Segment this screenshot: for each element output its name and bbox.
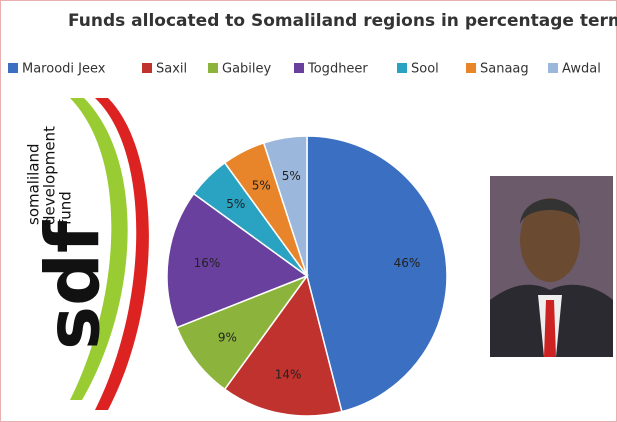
legend-label: Saxil: [156, 62, 187, 77]
legend-label: Sool: [411, 62, 439, 77]
legend-label: Awdal: [562, 62, 601, 77]
legend-label: Maroodi Jeex: [22, 62, 106, 77]
value-label: 14%: [275, 368, 302, 382]
legend-label: Gabiley: [222, 62, 272, 77]
logo-swoosh: [70, 98, 128, 400]
legend-swatch: [466, 63, 476, 73]
logo-name: fund: [57, 191, 75, 225]
legend-swatch: [208, 63, 218, 73]
photo-tie: [544, 300, 556, 357]
legend-swatch: [8, 63, 18, 73]
value-label: 9%: [218, 330, 237, 344]
pie-slice: [262, 135, 308, 277]
pie-slice: [306, 135, 448, 413]
pie-slice: [175, 274, 310, 391]
value-label: 5%: [226, 197, 245, 211]
legend-swatch: [548, 63, 558, 73]
photo-face: [520, 198, 580, 282]
value-label: 5%: [282, 169, 301, 183]
value-label: 5%: [252, 179, 271, 193]
legend-swatch: [397, 63, 407, 73]
pie-slice: [223, 274, 343, 417]
logo-name: development: [41, 126, 59, 225]
legend-label: Togdheer: [307, 62, 368, 77]
logo-name: somaliland: [25, 143, 43, 225]
chart-title: Funds allocated to Somaliland regions in…: [68, 11, 617, 31]
value-label: 46%: [394, 256, 421, 270]
photo: [490, 176, 613, 357]
photo-hair: [520, 198, 580, 225]
legend-swatch: [294, 63, 304, 73]
logo-letters: sdf: [31, 220, 117, 350]
legend-swatch: [142, 63, 152, 73]
logo-swoosh: [95, 98, 149, 410]
legend-label: Sanaag: [480, 62, 529, 77]
logo: sdf somaliland development fund: [25, 98, 149, 410]
pie-slice: [166, 192, 309, 329]
value-label: 16%: [194, 256, 221, 270]
